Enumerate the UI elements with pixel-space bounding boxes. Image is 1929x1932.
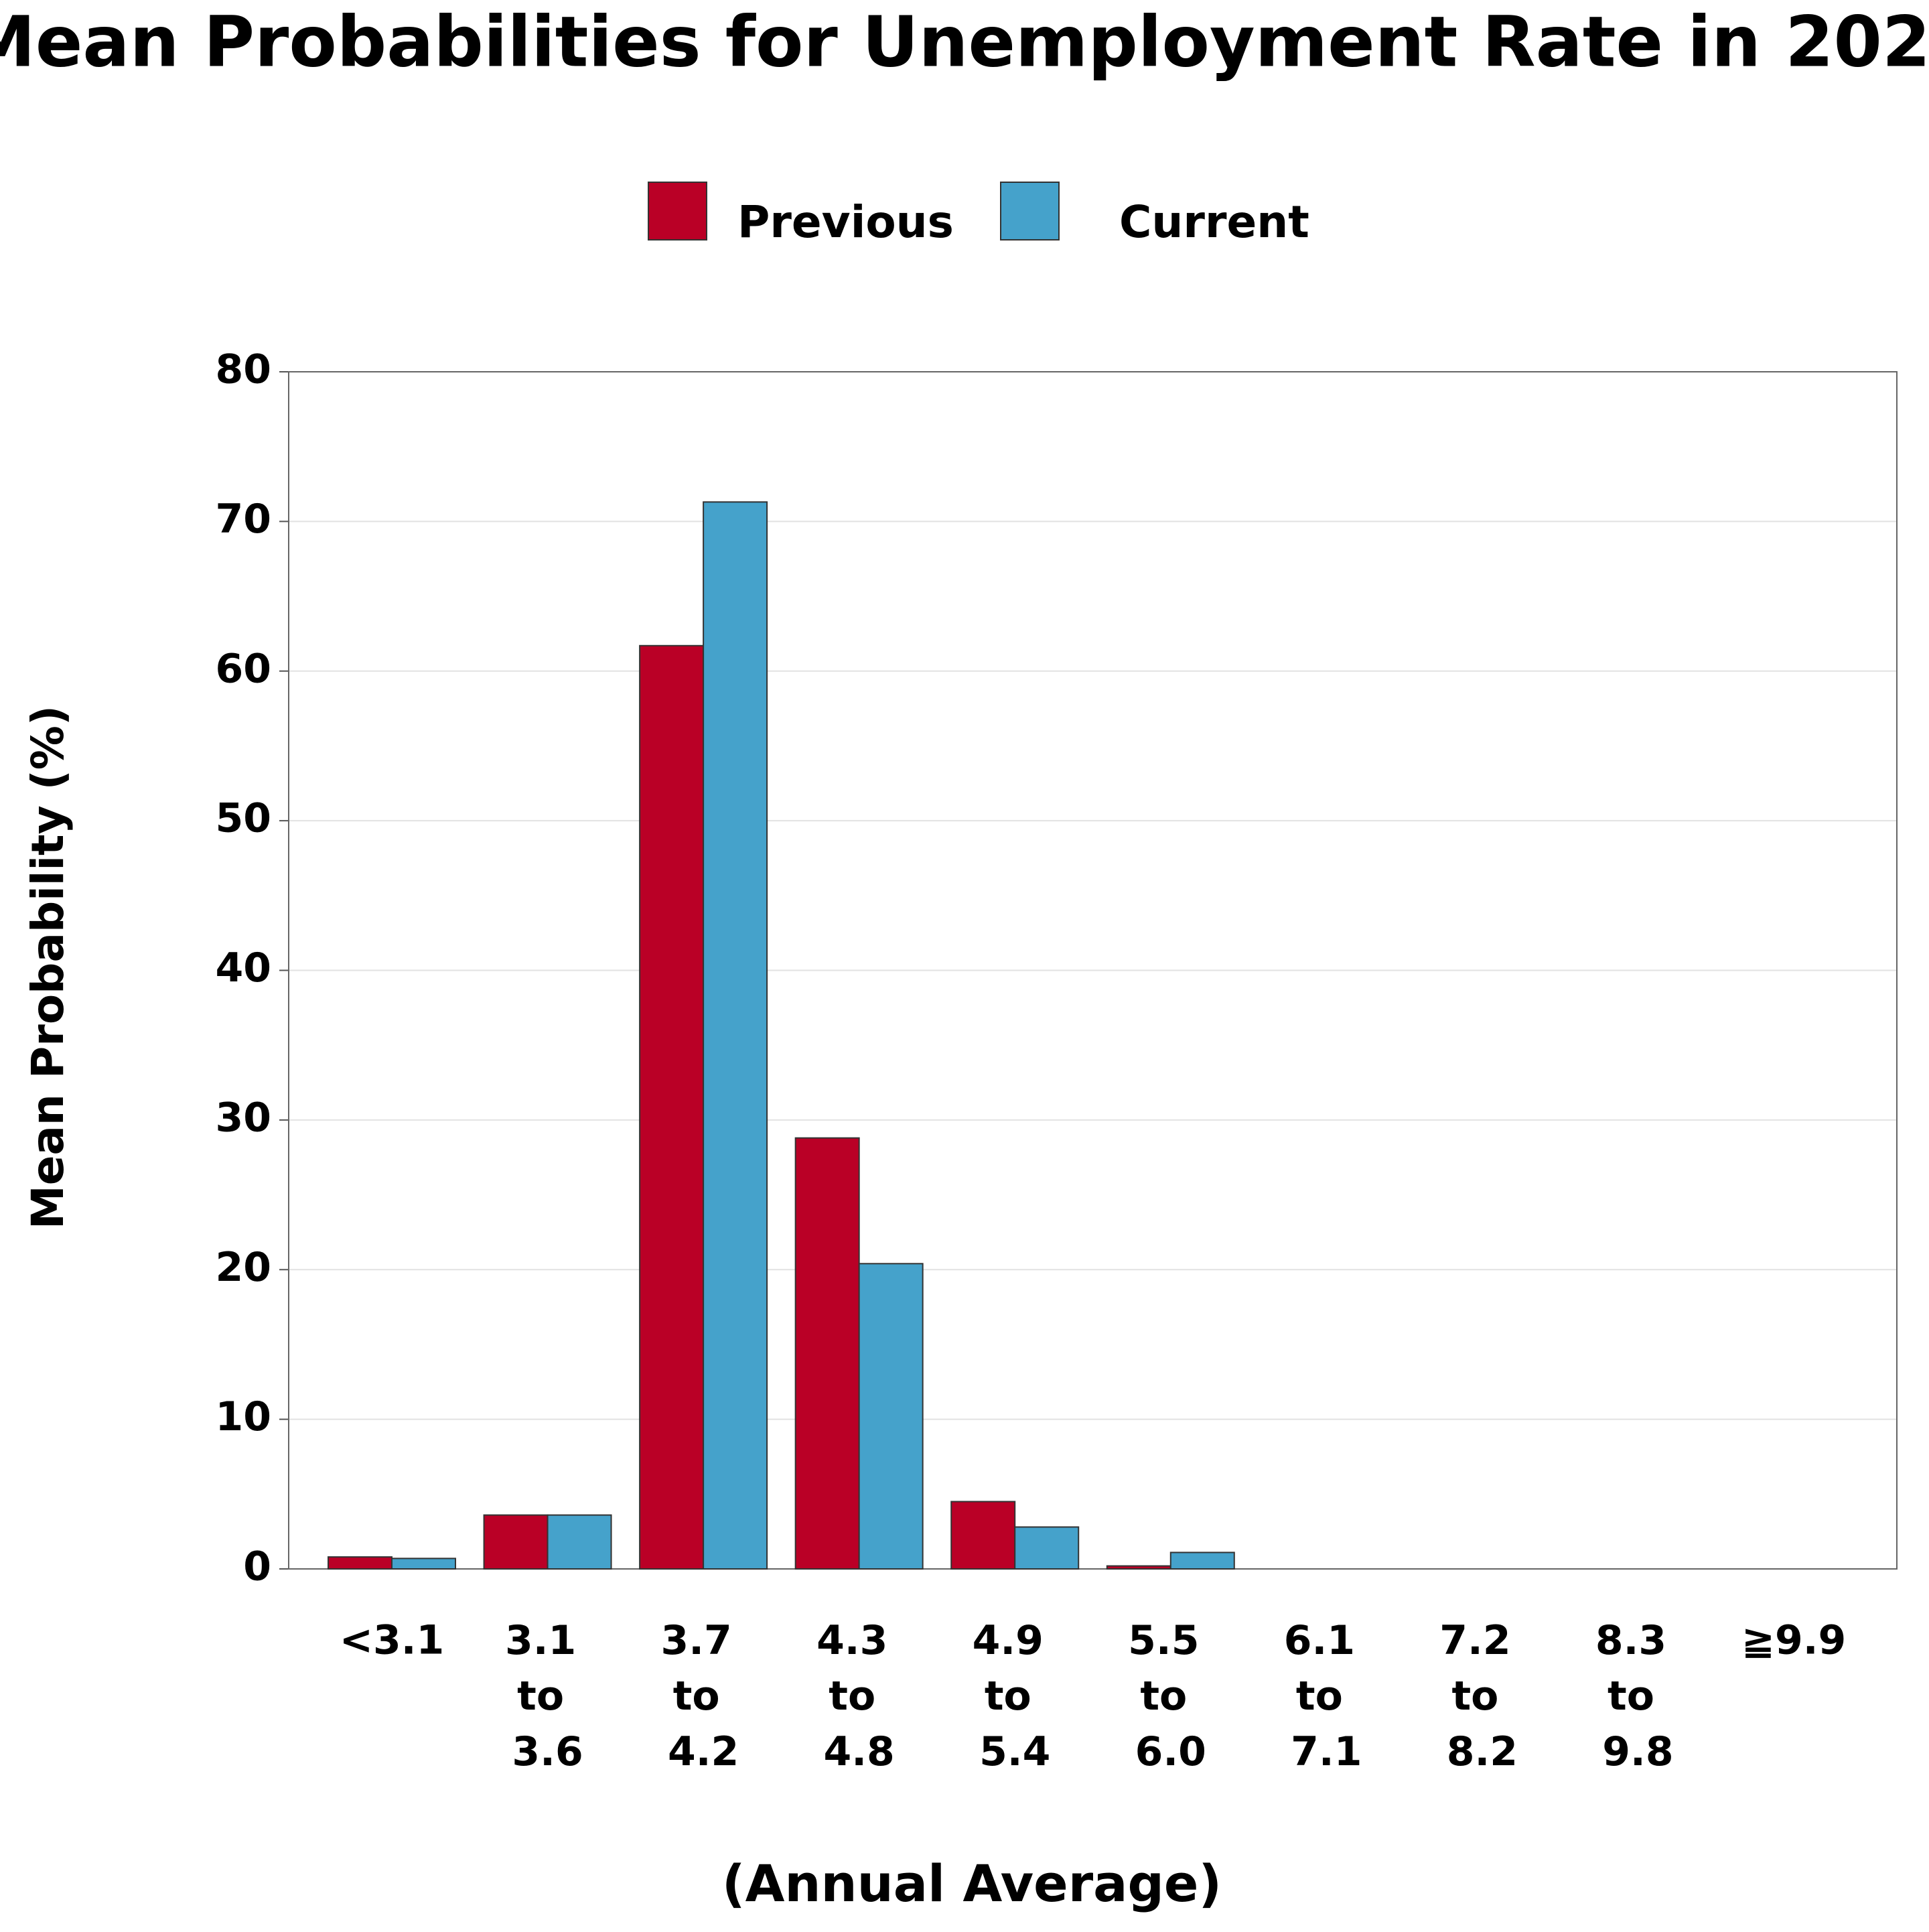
x-tick-label: 4.9 to 5.4 [973, 1617, 1058, 1775]
x-tick-label: 4.3 to 4.8 [816, 1617, 902, 1775]
bar [1106, 1565, 1171, 1570]
legend-swatch [648, 182, 707, 240]
x-tick-line: 3.7 [661, 1617, 746, 1664]
x-tick-line: 4.9 [973, 1617, 1058, 1664]
y-tick-label: 0 [243, 1543, 271, 1590]
y-tick-label: 40 [216, 945, 272, 991]
x-tick-line: 4.2 [668, 1728, 739, 1775]
x-tick-line: to [829, 1673, 889, 1720]
x-axis-title: (Annual Average) [722, 1854, 1222, 1913]
x-tick-line: 4.8 [824, 1728, 895, 1775]
y-tick-label: 30 [216, 1094, 272, 1141]
x-tick-label: 5.5 to 6.0 [1128, 1617, 1213, 1775]
x-tick-line: to [985, 1673, 1046, 1720]
x-tick-label: 6.1 to 7.1 [1284, 1617, 1369, 1775]
x-tick-line: 6.0 [1135, 1728, 1206, 1775]
x-tick-line: 5.4 [979, 1728, 1050, 1775]
bar [391, 1558, 456, 1570]
bar [483, 1514, 549, 1570]
legend-label: Current [1119, 196, 1309, 248]
x-tick-line: 6.1 [1284, 1617, 1369, 1664]
y-tick-label: 80 [216, 346, 272, 393]
x-tick-line: 4.3 [816, 1617, 902, 1664]
x-tick-line: to [1608, 1673, 1668, 1720]
bar [328, 1556, 392, 1570]
bar [639, 644, 705, 1570]
y-tick-label: 10 [216, 1393, 272, 1440]
x-tick-line: 3.1 [505, 1617, 590, 1664]
x-tick-label: 3.7 to 4.2 [661, 1617, 746, 1775]
bar [950, 1501, 1016, 1570]
y-tick-label: 70 [216, 496, 272, 543]
bar [1169, 1551, 1235, 1570]
x-tick-line: to [673, 1673, 734, 1720]
x-tick-line: 7.2 [1439, 1617, 1524, 1664]
x-tick-label: 8.3 to 9.8 [1595, 1617, 1681, 1775]
bar [858, 1263, 924, 1570]
x-tick-line: 3.6 [512, 1728, 583, 1775]
x-tick-line: to [1451, 1673, 1512, 1720]
x-tick-line: 5.5 [1128, 1617, 1213, 1664]
bar [1014, 1526, 1080, 1570]
chart-title: Mean Probabilities for Unemployment Rate… [0, 1, 1929, 82]
x-tick-line: to [1296, 1673, 1357, 1720]
x-tick-label: 7.2 to 8.2 [1439, 1617, 1524, 1775]
bar [703, 501, 768, 1570]
x-tick-line: to [1140, 1673, 1201, 1720]
bar [794, 1137, 860, 1570]
x-tick-line: 8.3 [1595, 1617, 1681, 1664]
x-tick-label: ≧9.9 [1741, 1617, 1847, 1664]
x-tick-line: 7.1 [1291, 1728, 1362, 1775]
x-tick-line: 8.2 [1447, 1728, 1518, 1775]
legend-swatch [1000, 182, 1060, 240]
y-tick-label: 50 [216, 795, 272, 842]
x-tick-line: 9.8 [1602, 1728, 1673, 1775]
y-tick-label: 20 [216, 1244, 272, 1291]
y-axis-title: Mean Probability (%) [22, 705, 74, 1229]
x-tick-label: <3.1 [340, 1617, 445, 1664]
legend-label: Previous [737, 196, 954, 248]
y-tick-label: 60 [216, 645, 272, 692]
bar [547, 1514, 612, 1570]
x-tick-line: to [517, 1673, 578, 1720]
x-tick-label: 3.1 to 3.6 [505, 1617, 590, 1775]
plot-frame [288, 371, 1898, 1570]
